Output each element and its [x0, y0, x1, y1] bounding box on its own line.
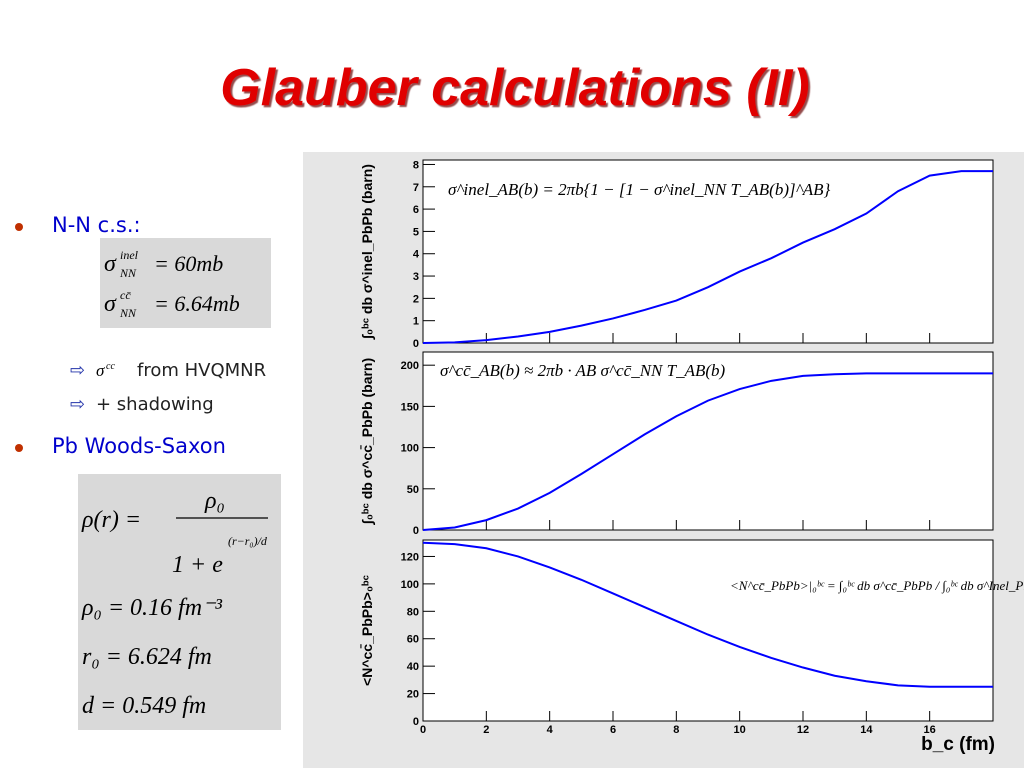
x-tick-label: 16	[924, 724, 936, 736]
formula-line: d = 0.549 fm	[82, 693, 206, 719]
y-tick-label: 100	[401, 443, 419, 455]
plot-frame	[422, 351, 994, 531]
formula-line: ρ₀ = 0.16 fm⁻³	[81, 595, 223, 621]
formula-line: r₀ = 6.624 fm	[82, 644, 212, 670]
x-tick-label: 8	[673, 724, 679, 736]
sub-bullet-sym: σ	[96, 361, 105, 380]
x-tick-label: 4	[547, 724, 554, 736]
sub-bullet-text: + shadowing	[96, 394, 214, 415]
bullet	[15, 444, 23, 452]
y-tick-label: 50	[407, 484, 419, 496]
formula-rhs: = 6.64mb	[154, 291, 240, 316]
y-axis-label: <N^cc̄_PbPb>₀ᵇᶜ	[358, 575, 375, 686]
formula-lhs: ρ(r) =	[81, 507, 141, 533]
x-axis-label: b_c (fm)	[921, 734, 995, 755]
formula-exp: (r−r₀)/d	[228, 534, 268, 548]
line-series	[422, 541, 993, 688]
x-tick-label: 10	[734, 724, 746, 736]
formula-sub: NN	[119, 266, 137, 280]
y-tick-label: 60	[407, 634, 419, 646]
y-tick-label: 4	[413, 249, 420, 261]
y-tick-label: 120	[401, 551, 419, 563]
y-tick-label: 20	[407, 689, 419, 701]
bullet-text: N-N c.s.:	[52, 213, 141, 237]
y-tick-label: 1	[413, 316, 419, 328]
sub-bullet-sup: cc	[106, 361, 115, 372]
y-tick-label: 0	[413, 525, 419, 537]
formula-symbol: σ	[104, 251, 117, 277]
bullet-text: Pb Woods-Saxon	[52, 434, 226, 458]
y-tick-label: 3	[413, 271, 419, 283]
arrow: ⇨	[70, 394, 85, 415]
y-tick-label: 100	[401, 579, 419, 591]
formula-num: ρ₀	[204, 488, 225, 514]
formula-sup: cc̄	[120, 288, 131, 302]
formula-sup: inel	[120, 248, 139, 262]
formula-annotation: σ^cc̄_AB(b) ≈ 2πb · AB σ^cc̄_NN T_AB(b)	[440, 361, 726, 380]
line-series	[422, 372, 993, 531]
y-tick-label: 80	[407, 606, 419, 618]
x-tick-label: 6	[610, 724, 616, 736]
y-tick-label: 2	[413, 293, 419, 305]
formula-annotation: <N^cc̄_PbPb>|₀ᵇᶜ = ∫₀ᵇᶜ db σ^cc̄_PbPb / …	[730, 578, 1024, 594]
formula-rhs: = 60mb	[154, 251, 223, 276]
y-tick-label: 40	[407, 661, 419, 673]
y-axis-label: ∫₀ᵇᶜ db σ^cc̄_PbPb (barn)	[358, 358, 376, 525]
x-tick-label: 2	[483, 724, 489, 736]
y-tick-label: 7	[413, 182, 419, 194]
slide-title: Glauber calculations (II)	[220, 59, 809, 117]
x-tick-label: 0	[420, 724, 426, 736]
y-tick-label: 150	[401, 401, 419, 413]
plot-frame	[422, 539, 994, 722]
formula-annotation: σ^inel_AB(b) = 2πb{1 − [1 − σ^inel_NN T_…	[448, 180, 831, 199]
arrow: ⇨	[70, 360, 85, 381]
formula-den: 1 + e	[172, 552, 223, 578]
y-tick-label: 200	[401, 360, 419, 372]
y-tick-label: 8	[413, 159, 419, 171]
line-series	[422, 170, 993, 344]
y-axis-label: ∫₀ᵇᶜ db σ^inel_PbPb (barn)	[359, 164, 376, 340]
x-tick-label: 12	[797, 724, 809, 736]
formula-box	[78, 474, 281, 730]
y-tick-label: 6	[413, 204, 419, 216]
bullet	[15, 223, 23, 231]
formula-sub: NN	[119, 306, 137, 320]
y-tick-label: 0	[413, 716, 419, 728]
formula-box	[100, 238, 271, 328]
x-tick-label: 14	[860, 724, 873, 736]
formula-symbol: σ	[104, 291, 117, 317]
y-tick-label: 0	[413, 338, 419, 350]
y-tick-label: 5	[413, 226, 419, 238]
sub-bullet-text: from HVQMNR	[137, 360, 266, 381]
